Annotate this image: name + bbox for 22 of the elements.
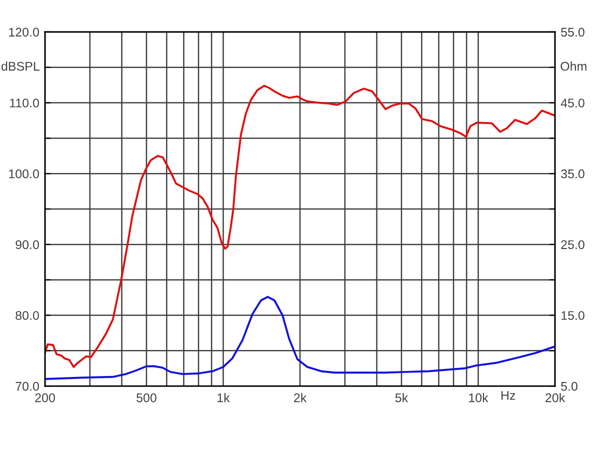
x-tick-label: 5k	[395, 393, 408, 402]
x-tick-label: 2k	[294, 393, 307, 402]
y2-tick-label: 55.0	[561, 28, 584, 37]
x-tick-label: 1k	[218, 393, 230, 402]
x-tick-label: 200	[35, 393, 55, 402]
x-tick-label: 20k	[546, 393, 566, 402]
y2-tick-label: 35.0	[561, 169, 584, 178]
y-axis-title: dBSPL	[2, 62, 40, 71]
y2-tick-label: 5.0	[561, 382, 578, 391]
y2-axis-title: Ohm	[560, 62, 586, 71]
y-tick-label: 120.0	[9, 28, 39, 37]
y-tick-label: 110.0	[10, 98, 39, 108]
x-axis-title: Hz	[501, 391, 516, 400]
y-tick-label: 70.0	[16, 382, 39, 391]
x-tick-label: 500	[136, 393, 156, 402]
y-tick-label: 100.0	[9, 169, 39, 178]
x-tick-label: 10k	[469, 393, 488, 402]
y-tick-label: 90.0	[16, 240, 39, 250]
y2-tick-label: 15.0	[562, 311, 584, 320]
y2-tick-label: 45.0	[560, 98, 584, 108]
y-tick-label: 80.0	[16, 311, 39, 320]
y2-tick-label: 25.0	[561, 240, 584, 250]
